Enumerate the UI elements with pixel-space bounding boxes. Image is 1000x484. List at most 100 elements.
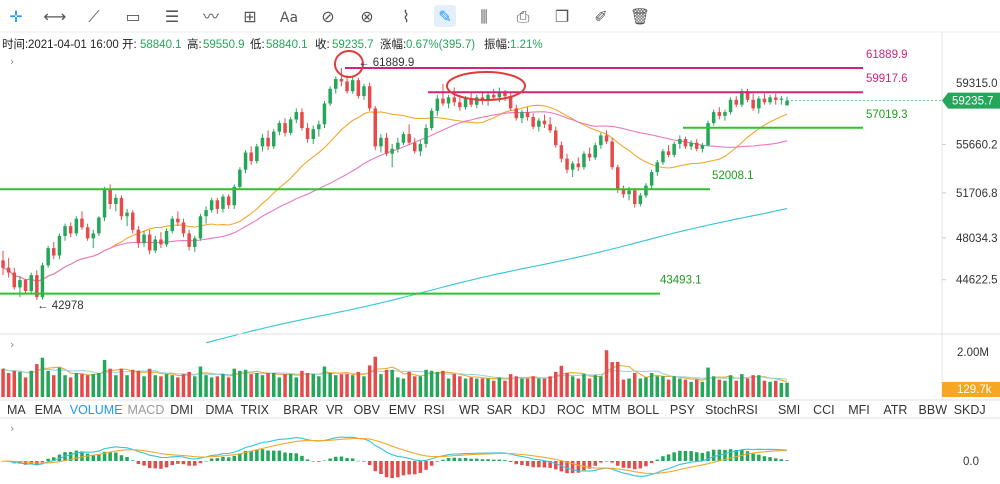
candle [63, 223, 67, 241]
tab-atr[interactable]: ATR [883, 403, 907, 417]
tab-mfi[interactable]: MFI [848, 403, 870, 417]
tab-sar[interactable]: SAR [487, 403, 513, 417]
trend-line-tool-icon[interactable]: ⟋ [88, 7, 100, 26]
candle [587, 147, 592, 162]
horizontal-line-tool-icon[interactable]: ⟷ [44, 7, 67, 26]
candle [176, 211, 180, 227]
tab-obv[interactable]: OBV [354, 403, 381, 417]
volume-bar [638, 378, 643, 397]
tab-ma[interactable]: MA [7, 403, 26, 417]
volume-bars [1, 350, 789, 397]
volume-bar [198, 366, 203, 397]
volume-chevron-icon[interactable]: › [10, 338, 14, 351]
text-tool-icon[interactable]: Aa [280, 10, 298, 26]
double-top-ellipse-annotation[interactable] [446, 71, 526, 101]
tab-cci[interactable]: CCI [813, 403, 835, 417]
candle [209, 197, 214, 213]
delete-tool-icon[interactable]: 🗑 [630, 7, 650, 26]
wave-tool-icon[interactable]: 〰 [203, 7, 219, 26]
volume-bar [672, 376, 676, 397]
tab-smi[interactable]: SMI [778, 403, 800, 417]
macd-chevron-icon[interactable]: › [10, 422, 14, 435]
tab-emv[interactable]: EMV [389, 403, 417, 417]
candle-body [57, 235, 62, 256]
volume-bar [153, 375, 157, 397]
volume-bar [243, 369, 248, 397]
candle-body [706, 123, 710, 146]
parallel-lines-tool-icon[interactable]: ☰ [165, 7, 179, 26]
candle-body [46, 248, 50, 266]
candle-body [520, 112, 524, 119]
volume-bar [187, 371, 191, 397]
volume-bar [74, 373, 79, 397]
candle-body [147, 234, 152, 251]
tab-stochrsi[interactable]: StochRSI [705, 403, 758, 417]
candle [717, 107, 722, 120]
candle [131, 210, 135, 234]
candle [170, 216, 174, 234]
crosshair-tool-icon[interactable]: ✛ [9, 7, 22, 26]
macd-bar [401, 461, 406, 476]
candle [125, 208, 129, 227]
tab-trix[interactable]: TRIX [241, 403, 270, 417]
tab-kdj[interactable]: KDJ [522, 403, 546, 417]
volume-bar [695, 379, 699, 397]
tab-skdj[interactable]: SKDJ [954, 403, 986, 417]
candle [554, 126, 558, 148]
candle-body [142, 234, 146, 244]
info-close: 59235.7 [332, 39, 374, 51]
ruler-tool-icon[interactable]: ⌇ [402, 7, 410, 26]
tab-dmi[interactable]: DMI [170, 403, 193, 417]
macd-bar [593, 461, 597, 466]
candle-body [497, 92, 502, 98]
tab-psy[interactable]: PSY [670, 403, 696, 417]
tab-boll[interactable]: BOLL [627, 403, 659, 417]
collapse-chevron-icon[interactable]: › [10, 55, 14, 68]
macd-bar [711, 449, 716, 461]
candle-body [407, 134, 411, 143]
tab-vr[interactable]: VR [326, 403, 343, 417]
candle [565, 153, 569, 174]
macd-bar [40, 461, 45, 463]
rectangle-tool-icon[interactable]: ▭ [125, 7, 140, 26]
brush-tool-icon[interactable]: ✎ [438, 7, 451, 26]
magnet-tool-icon[interactable]: ⊘ [321, 7, 334, 26]
candle [243, 150, 248, 174]
candle [768, 94, 772, 105]
tab-roc[interactable]: ROC [557, 403, 585, 417]
tab-wr[interactable]: WR [459, 403, 480, 417]
clipboard-tool-icon[interactable]: ⎙ [517, 7, 530, 26]
edit-tool-icon[interactable]: ✐ [594, 7, 607, 26]
macd-bar [266, 450, 270, 461]
volume-bar [232, 368, 236, 397]
tab-volume[interactable]: VOLUME [70, 403, 123, 417]
macd-bar [328, 458, 332, 461]
tab-brar[interactable]: BRAR [283, 403, 318, 417]
tab-mtm[interactable]: MTM [592, 403, 620, 417]
candle [779, 96, 784, 105]
candle [695, 139, 699, 152]
macd-bar [52, 457, 56, 461]
tab-macd[interactable]: MACD [128, 403, 165, 417]
volume-bar [147, 368, 152, 397]
candle [283, 118, 287, 137]
volume-bar [35, 364, 39, 397]
tab-rsi[interactable]: RSI [424, 403, 445, 417]
candle-type-tool-icon[interactable]: ⫼ [480, 7, 487, 26]
measure-tool-icon[interactable]: ⊞ [243, 7, 256, 26]
macd-bar [170, 461, 174, 465]
tab-bbw[interactable]: BBW [919, 403, 948, 417]
macd-bar [136, 461, 141, 465]
drawing-toolbar: ✛ ⟷ ⟋ ▭ ☰ 〰 ⊞ Aa ⊘ ⊗ ⌇ ✎ ⫼ ⎙ ❐ ✐ 🗑 [9, 5, 650, 27]
tab-ema[interactable]: EMA [35, 403, 63, 417]
macd-bar [531, 461, 535, 468]
macd-bar [80, 451, 84, 461]
macd-bar [604, 461, 609, 462]
lock-drawings-tool-icon[interactable]: ⊗ [360, 7, 373, 26]
candle-body [294, 112, 298, 120]
top-circle-annotation[interactable] [334, 50, 364, 78]
tab-dma[interactable]: DMA [205, 403, 233, 417]
macd-bar [520, 461, 524, 465]
copy-tool-icon[interactable]: ❐ [555, 7, 569, 26]
